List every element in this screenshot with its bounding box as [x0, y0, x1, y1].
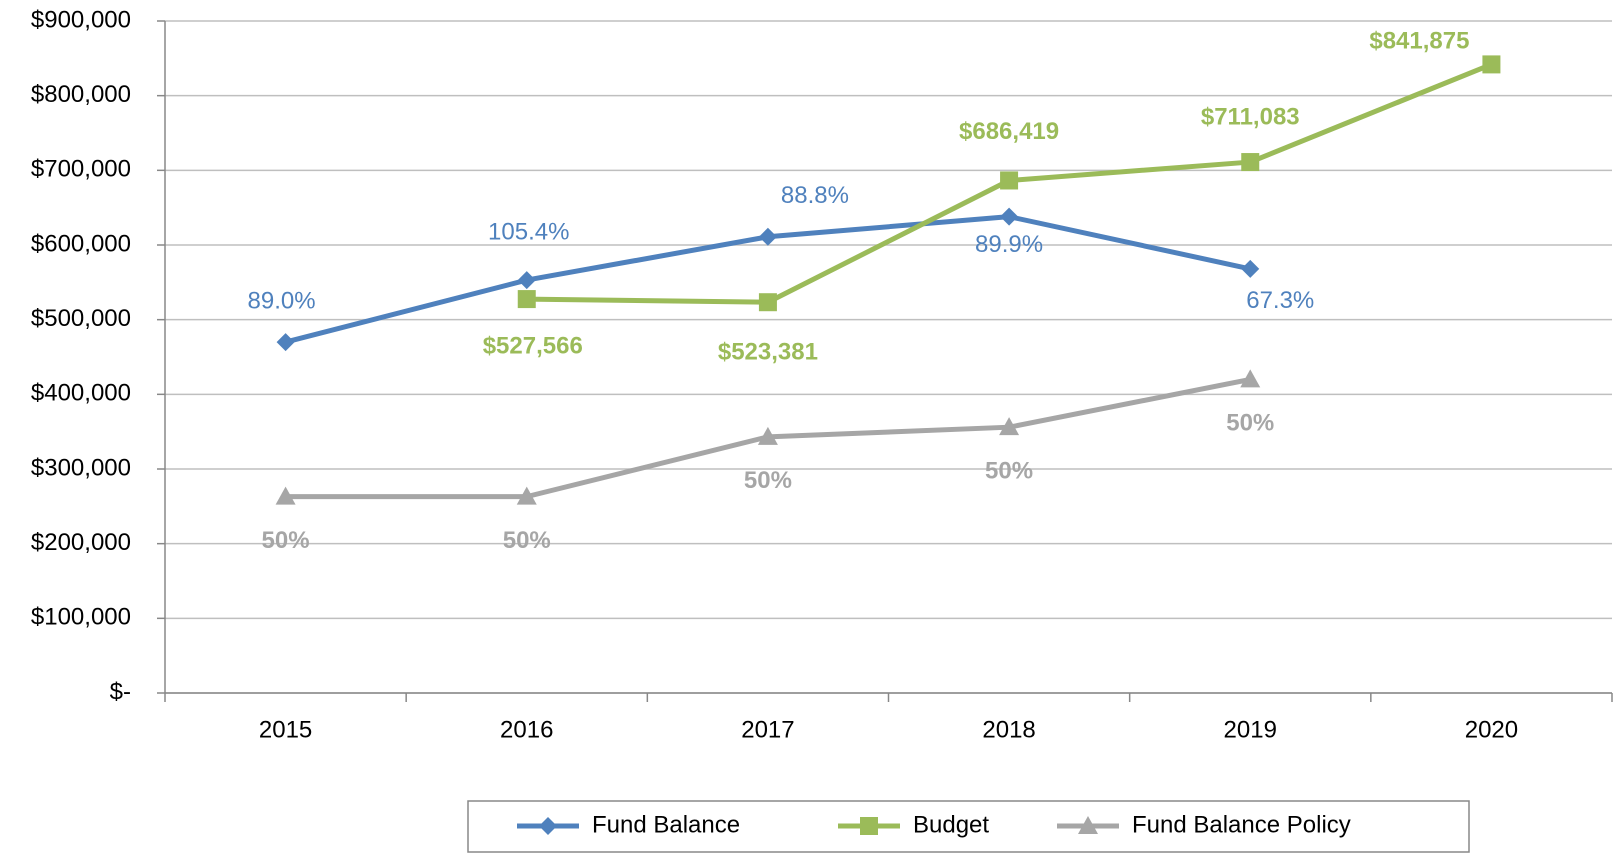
x-tick-label: 2019: [1224, 716, 1277, 743]
annotation: 50%: [503, 527, 551, 554]
annotation: 50%: [1226, 410, 1274, 437]
data-label: $841,875: [1369, 28, 1469, 55]
x-tick-label: 2020: [1465, 716, 1518, 743]
annotation: 89.9%: [975, 231, 1043, 258]
marker: [1241, 259, 1260, 278]
marker: [1078, 816, 1098, 834]
y-tick-label: $600,000: [31, 230, 131, 257]
y-tick-label: $100,000: [31, 604, 131, 631]
marker: [517, 290, 536, 309]
marker: [1000, 207, 1019, 226]
data-label: $523,381: [718, 339, 818, 366]
annotation: 50%: [985, 458, 1033, 485]
annotation: 50%: [262, 527, 310, 554]
legend-label: Fund Balance: [592, 811, 740, 838]
y-tick-label: $400,000: [31, 380, 131, 407]
y-tick-label: $200,000: [31, 529, 131, 556]
y-tick-label: $700,000: [31, 156, 131, 183]
data-label: $527,566: [483, 332, 583, 359]
marker: [758, 227, 777, 246]
y-tick-label: $800,000: [31, 81, 131, 108]
data-label: $711,083: [1201, 103, 1300, 130]
marker: [517, 271, 536, 290]
marker: [275, 486, 296, 505]
marker: [516, 486, 537, 505]
marker: [1240, 369, 1261, 388]
marker: [1482, 55, 1501, 74]
marker: [276, 333, 295, 352]
marker: [539, 817, 557, 835]
data-label: $686,419: [959, 118, 1059, 145]
x-tick-label: 2017: [741, 716, 794, 743]
x-tick-label: 2015: [259, 716, 312, 743]
marker: [757, 426, 778, 445]
x-tick-label: 2018: [982, 716, 1035, 743]
legend-label: Fund Balance Policy: [1132, 811, 1351, 838]
marker: [999, 417, 1020, 436]
y-tick-label: $300,000: [31, 454, 131, 481]
legend-label: Budget: [913, 811, 989, 838]
annotation: 50%: [744, 467, 792, 494]
y-tick-label: $500,000: [31, 305, 131, 332]
annotation: 67.3%: [1246, 287, 1314, 314]
marker: [1000, 171, 1019, 190]
annotation: 105.4%: [488, 218, 569, 245]
marker: [1241, 153, 1260, 172]
legend-box: [467, 800, 1470, 853]
marker: [860, 817, 878, 835]
y-tick-label: $-: [110, 678, 131, 705]
x-tick-label: 2016: [500, 716, 553, 743]
marker: [758, 293, 777, 312]
annotation: 89.0%: [248, 287, 316, 314]
annotation: 88.8%: [781, 182, 849, 209]
y-tick-label: $900,000: [31, 6, 131, 33]
